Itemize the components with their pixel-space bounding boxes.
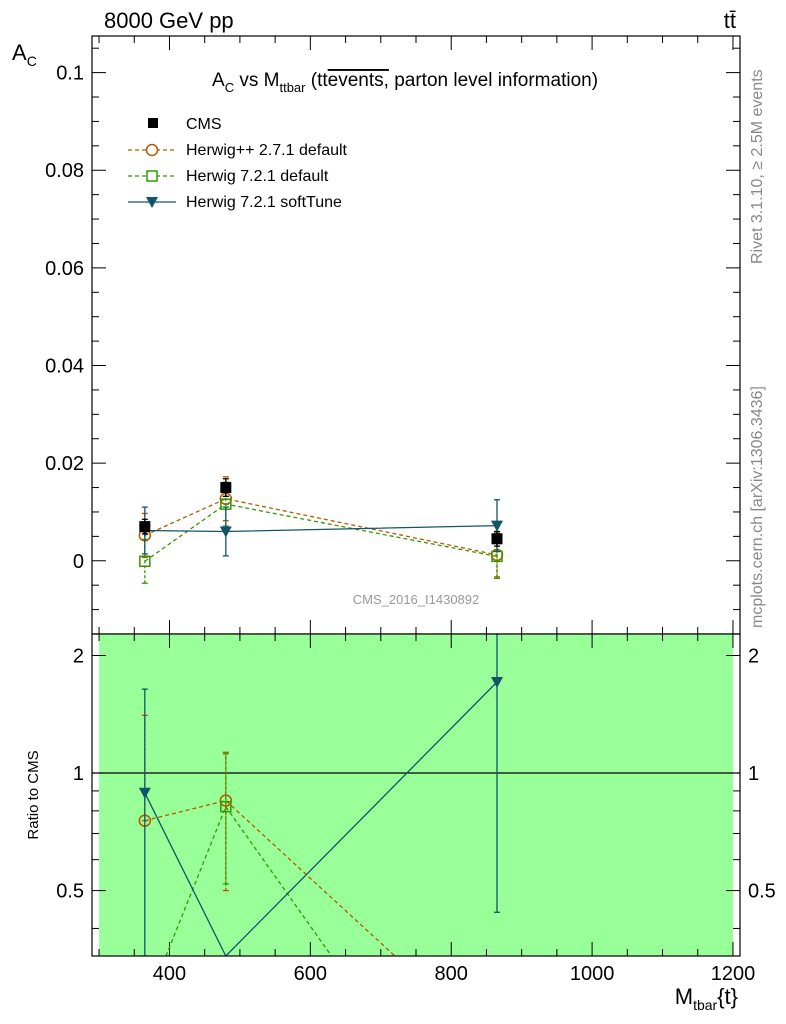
ratio-ytick-label-right: 2 bbox=[748, 645, 759, 667]
series-cms bbox=[139, 478, 503, 547]
main-ytick-label: 0.04 bbox=[45, 356, 84, 378]
series-h721 bbox=[139, 481, 503, 584]
ratio-xtick-labels: 400 600 800 1000 1200 bbox=[153, 963, 755, 985]
rivet-version-label: Rivet 3.1.10, ≥ 2.5M events bbox=[749, 69, 766, 264]
main-series bbox=[138, 476, 504, 584]
ratio-ytick-label-left: 1 bbox=[73, 763, 84, 785]
legend: CMS Herwig++ 2.7.1 default Herwig 7.2.1 … bbox=[128, 116, 348, 211]
ratio-point-h721 bbox=[220, 800, 232, 813]
legend-label-herwigpp-271: Herwig++ 2.7.1 default bbox=[186, 142, 348, 159]
ratio-ytick-label-right: 0.5 bbox=[748, 881, 776, 903]
ratio-xtick-label: 1000 bbox=[570, 963, 615, 985]
legend-item-herwig-721: Herwig 7.2.1 default bbox=[128, 168, 329, 185]
main-ytick-label: 0.06 bbox=[45, 258, 84, 280]
ratio-xtick-label: 400 bbox=[153, 963, 186, 985]
ratio-xtick-label: 800 bbox=[435, 963, 468, 985]
legend-item-cms: CMS bbox=[148, 116, 222, 133]
legend-marker-herwig-721-softtune bbox=[146, 197, 158, 208]
point-cms bbox=[491, 533, 503, 545]
main-panel: 0 0.02 0.04 0.06 0.08 0.1 AC AC vs Mttbar (tt… bbox=[12, 35, 741, 635]
point-h721soft bbox=[491, 520, 503, 532]
main-ytick-label: 0.02 bbox=[45, 453, 84, 475]
series-line-h721 bbox=[144, 503, 498, 562]
series-h721soft bbox=[138, 499, 503, 557]
point-h721soft bbox=[219, 526, 232, 538]
legend-marker-herwig-721 bbox=[146, 170, 158, 182]
ratio-series-h721 bbox=[165, 753, 333, 956]
ratio-ytick-label-left: 0.5 bbox=[56, 881, 84, 903]
process-label: tt̄ bbox=[724, 8, 736, 33]
legend-marker-cms bbox=[148, 118, 158, 128]
legend-item-herwigpp-271: Herwig++ 2.7.1 default bbox=[128, 142, 348, 159]
legend-label-herwig-721: Herwig 7.2.1 default bbox=[186, 168, 329, 185]
point-cms bbox=[220, 482, 232, 494]
ratio-ytick-labels: 0.5 0.5 1 1 2 2 bbox=[56, 645, 776, 902]
main-ytick-label: 0.08 bbox=[45, 160, 84, 182]
legend-marker-herwigpp-271 bbox=[145, 143, 159, 157]
ratio-xlabel: Mtbar{t} bbox=[675, 984, 738, 1013]
main-ytick-label: 0.1 bbox=[56, 63, 84, 85]
main-ytick-label: 0 bbox=[73, 551, 84, 573]
mcplots-label: mcplots.cern.ch [arXiv:1306.3436] bbox=[749, 386, 766, 628]
ratio-point-h721soft bbox=[491, 677, 503, 689]
legend-item-herwig-721-softtune: Herwig 7.2.1 softTune bbox=[128, 194, 342, 211]
ratio-line-h721 bbox=[165, 805, 333, 956]
main-ytick-labels: 0 0.02 0.04 0.06 0.08 0.1 bbox=[45, 63, 84, 573]
analysis-watermark: CMS_2016_I1430892 bbox=[353, 592, 480, 607]
point-h721 bbox=[139, 555, 151, 568]
ratio-ytick-label-left: 2 bbox=[73, 645, 84, 667]
ratio-series-h721soft bbox=[138, 634, 503, 956]
ratio-line-h721soft bbox=[144, 681, 498, 956]
main-title: AC vs Mttbar (ttevents, parton level inf… bbox=[212, 70, 598, 95]
legend-label-herwig-721-softtune: Herwig 7.2.1 softTune bbox=[186, 194, 342, 211]
series-line-h721soft bbox=[144, 524, 498, 533]
ratio-ylabel: Ratio to CMS bbox=[25, 750, 42, 839]
main-ticks bbox=[92, 36, 740, 634]
ratio-uncertainty-band bbox=[99, 634, 733, 956]
main-ylabel: AC bbox=[12, 40, 37, 69]
ratio-band bbox=[92, 634, 740, 956]
ratio-frame bbox=[91, 633, 741, 957]
ratio-ytick-label-right: 1 bbox=[748, 763, 759, 785]
legend-label-cms: CMS bbox=[186, 116, 222, 133]
ratio-ticks bbox=[92, 634, 740, 956]
ratio-xtick-label: 1200 bbox=[711, 963, 756, 985]
point-cms bbox=[139, 521, 151, 533]
series-line-hpp271 bbox=[144, 498, 498, 556]
ratio-point-h721soft bbox=[138, 787, 151, 799]
ratio-xtick-label: 600 bbox=[294, 963, 327, 985]
ratio-panel: 0.5 0.5 1 1 2 2 400 600 800 1000 1200 Ratio to CM… bbox=[25, 633, 776, 1013]
energy-label: 8000 GeV pp bbox=[104, 8, 234, 33]
ratio-series bbox=[138, 634, 503, 956]
